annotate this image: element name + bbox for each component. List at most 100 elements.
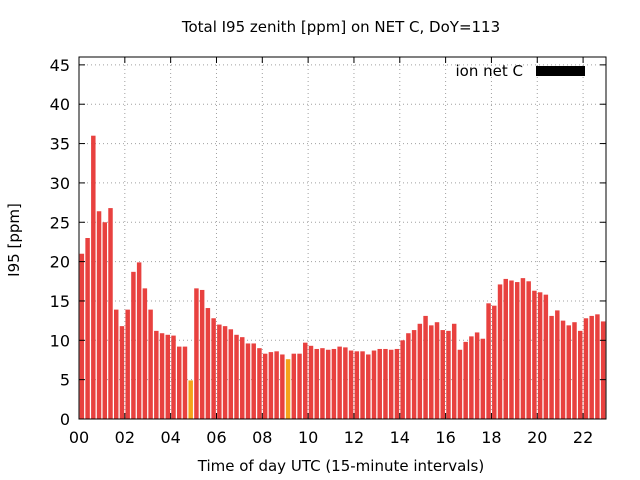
- bar: [440, 330, 445, 419]
- bar: [222, 326, 228, 419]
- bar: [560, 320, 566, 419]
- bar: [182, 346, 188, 419]
- bar: [285, 359, 291, 419]
- bar: [199, 289, 205, 419]
- chart-title: Total I95 zenith [ppm] on NET C, DoY=113: [181, 18, 500, 36]
- bar: [589, 315, 594, 419]
- bar: [257, 348, 262, 419]
- y-axis-ticks: 0 5 10 15 20 25 30 35 40 45: [50, 56, 606, 429]
- bar: [520, 278, 526, 419]
- bar: [417, 323, 423, 419]
- bar: [497, 284, 503, 419]
- bar: [474, 332, 480, 419]
- bar: [377, 348, 382, 419]
- bar: [457, 349, 463, 419]
- bar: [320, 348, 325, 419]
- bar: [400, 340, 405, 419]
- bar: [234, 334, 239, 419]
- y-tick-label: 40: [50, 95, 70, 114]
- plot-frame: [78, 56, 607, 420]
- bar: [291, 353, 297, 419]
- bar: [240, 337, 245, 419]
- bar: [188, 380, 193, 419]
- bar: [509, 280, 514, 419]
- bar: [411, 330, 417, 419]
- bar: [113, 309, 119, 419]
- x-tick-label: 22: [573, 428, 593, 447]
- bar: [549, 315, 554, 419]
- y-tick-label: 35: [50, 135, 70, 154]
- bar: [211, 318, 216, 419]
- legend-label: ion net C: [456, 62, 523, 80]
- bar: [532, 290, 537, 419]
- y-tick-label: 30: [50, 174, 70, 193]
- bar: [337, 346, 342, 419]
- bar: [394, 348, 400, 419]
- x-tick-label: 08: [252, 428, 272, 447]
- bar: [268, 352, 274, 419]
- bar: [388, 349, 394, 419]
- bar: [154, 330, 159, 419]
- bar: [526, 281, 531, 419]
- bar: [537, 292, 543, 419]
- y-tick-label: 15: [50, 292, 70, 311]
- bar: [148, 309, 153, 419]
- y-tick-label: 45: [50, 56, 70, 75]
- bar: [177, 346, 182, 419]
- x-tick-label: 10: [298, 428, 318, 447]
- bar: [274, 351, 279, 419]
- bars: [79, 135, 606, 419]
- bar: [325, 349, 331, 419]
- bar: [423, 315, 428, 419]
- bar: [469, 336, 474, 419]
- bar: [503, 278, 508, 419]
- grid-lines: [79, 57, 606, 419]
- bar: [543, 294, 549, 419]
- bar: [577, 330, 583, 419]
- y-tick-label: 25: [50, 213, 70, 232]
- x-axis-label: Time of day UTC (15-minute intervals): [197, 457, 484, 475]
- bar: [434, 322, 440, 419]
- x-tick-label: 20: [527, 428, 547, 447]
- bar: [486, 303, 491, 419]
- bar: [96, 211, 102, 419]
- y-tick-label: 5: [60, 371, 70, 390]
- bar: [165, 334, 171, 419]
- bar: [492, 305, 497, 419]
- bar: [125, 309, 130, 419]
- bar: [514, 282, 520, 419]
- bar: [383, 348, 388, 419]
- x-tick-label: 02: [115, 428, 135, 447]
- bar: [228, 329, 234, 419]
- bar: [566, 325, 572, 419]
- bar: [314, 348, 319, 419]
- bar: [343, 347, 348, 419]
- bar: [131, 271, 136, 419]
- bar: [171, 335, 176, 419]
- y-tick-label: 0: [60, 410, 70, 429]
- bar: [245, 343, 251, 419]
- bar: [600, 321, 606, 419]
- bar: [79, 253, 85, 419]
- bar: [217, 324, 222, 419]
- bar: [119, 326, 125, 419]
- bar: [303, 342, 308, 419]
- bar: [142, 288, 148, 419]
- bar: [463, 341, 468, 419]
- bar: [583, 318, 589, 419]
- y-tick-label: 10: [50, 331, 70, 350]
- bar: [108, 208, 113, 419]
- y-tick-label: 20: [50, 253, 70, 272]
- bar: [205, 308, 211, 419]
- x-axis-ticks: 00 02 04 06 08 10 12 14 16 18 20 22: [69, 57, 593, 447]
- bar: [251, 343, 256, 419]
- bar: [91, 135, 96, 419]
- bar: [280, 354, 285, 419]
- bar: [348, 350, 354, 419]
- bar: [371, 350, 377, 419]
- bar: [451, 323, 457, 419]
- bar: [480, 338, 486, 419]
- bar: [406, 333, 411, 419]
- x-tick-label: 18: [481, 428, 501, 447]
